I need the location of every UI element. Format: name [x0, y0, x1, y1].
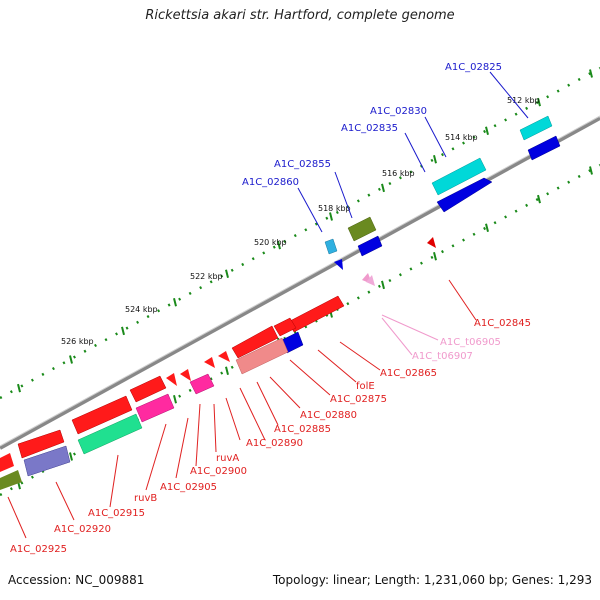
gene-A1C_02885[interactable]	[235, 337, 289, 375]
gene-left-red[interactable]	[0, 453, 14, 472]
tick-forward	[225, 269, 229, 278]
genome-backbone	[0, 116, 600, 450]
gene-A1C_02905[interactable]	[180, 369, 191, 381]
tick-forward	[69, 355, 73, 364]
gene-A1C_02830[interactable]	[436, 177, 493, 213]
label-A1C_t06907[interactable]: A1C_t06907	[412, 351, 473, 362]
gene-A1C_02825[interactable]	[519, 115, 553, 141]
gene-A1C_02825-lower[interactable]	[527, 135, 561, 161]
tick-forward	[173, 298, 177, 307]
label-A1C_02925[interactable]: A1C_02925	[10, 544, 67, 555]
tick-label-518: 518 kbp	[318, 204, 351, 213]
topology-text: Topology: linear; Length: 1,231,060 bp; …	[272, 573, 592, 587]
label-A1C_02885[interactable]: A1C_02885	[274, 424, 331, 435]
label-A1C_02880[interactable]: A1C_02880	[300, 410, 357, 421]
map-title: Rickettsia akari str. Hartford, complete…	[145, 8, 455, 23]
tick-forward	[17, 383, 21, 393]
label-A1C_02890[interactable]: A1C_02890	[246, 438, 303, 449]
label-A1C_02865[interactable]: A1C_02865	[380, 368, 437, 379]
tick-forward	[589, 69, 593, 78]
reverse-genes	[0, 237, 436, 490]
tick-forward	[485, 126, 489, 135]
label-A1C_02855[interactable]: A1C_02855	[274, 159, 331, 170]
gene-left-olive[interactable]	[0, 470, 22, 490]
tick-forward	[537, 97, 541, 107]
tick-reverse	[225, 366, 229, 375]
gene-ruvB[interactable]	[166, 373, 177, 386]
label-folE[interactable]: folE	[356, 381, 375, 392]
gene-A1C_t06907[interactable]	[366, 275, 375, 286]
reverse-leaders	[7, 279, 477, 539]
tick-reverse	[589, 166, 593, 175]
forward-leaders	[297, 71, 529, 233]
tick-reverse	[485, 223, 489, 232]
accession-text: Accession: NC_009881	[8, 573, 145, 587]
tick-label-526: 526 kbp	[61, 337, 94, 346]
gene-A1C_02865[interactable]	[287, 295, 345, 333]
tick-label-514: 514 kbp	[445, 133, 478, 142]
label-A1C_02825[interactable]: A1C_02825	[445, 62, 502, 73]
tick-reverse	[69, 452, 73, 461]
label-A1C_02905[interactable]: A1C_02905	[160, 482, 217, 493]
tick-label-516: 516 kbp	[382, 169, 415, 178]
tick-reverse	[173, 395, 177, 404]
label-A1C_t06905[interactable]: A1C_t06905	[440, 337, 501, 348]
tick-label-520: 520 kbp	[254, 238, 287, 247]
gene-A1C_02915-red[interactable]	[129, 375, 167, 403]
gene-A1C_02875[interactable]	[231, 325, 279, 359]
tick-forward	[121, 326, 125, 336]
forward-ruler	[0, 66, 600, 400]
gene-A1C_02860[interactable]	[324, 238, 338, 255]
label-ruvA[interactable]: ruvA	[216, 453, 239, 464]
tick-label-522: 522 kbp	[190, 272, 223, 281]
label-A1C_02860[interactable]: A1C_02860	[242, 177, 299, 188]
label-A1C_02845[interactable]: A1C_02845	[474, 318, 531, 329]
label-A1C_02900[interactable]: A1C_02900	[190, 466, 247, 477]
label-A1C_02830[interactable]: A1C_02830	[370, 106, 427, 117]
label-ruvB[interactable]: ruvB	[134, 493, 157, 504]
gene-A1C_02855[interactable]	[347, 216, 377, 242]
gene-A1C_02835[interactable]	[431, 157, 487, 196]
rna-leaders	[381, 314, 439, 356]
gene-A1C_02860-arrow[interactable]	[334, 259, 343, 270]
gene-A1C_02890[interactable]	[218, 351, 230, 362]
tick-label-512: 512 kbp	[507, 96, 540, 105]
tick-forward	[277, 240, 281, 250]
tick-label-524: 524 kbp	[125, 305, 158, 314]
gene-ruvA[interactable]	[204, 357, 215, 368]
gene-A1C_02855-lower[interactable]	[357, 235, 383, 257]
label-A1C_02875[interactable]: A1C_02875	[330, 394, 387, 405]
gene-folE[interactable]	[273, 317, 297, 337]
gene-A1C_02920[interactable]	[77, 413, 143, 455]
tick-reverse	[433, 252, 437, 261]
label-A1C_02920[interactable]: A1C_02920	[54, 524, 111, 535]
gene-A1C_02920-red[interactable]	[71, 395, 133, 435]
gene-A1C_02845[interactable]	[427, 237, 436, 248]
gene-A1C_02925-red[interactable]	[17, 429, 65, 459]
tick-forward	[329, 212, 333, 221]
tick-forward	[381, 183, 385, 193]
gene-A1C_02915[interactable]	[135, 393, 175, 423]
tick-forward	[433, 155, 437, 164]
gene-A1C_02900[interactable]	[189, 373, 215, 395]
genome-backbone-highlight	[0, 115, 600, 447]
label-A1C_02915[interactable]: A1C_02915	[88, 508, 145, 519]
tick-reverse	[381, 280, 385, 290]
forward-genes	[324, 115, 561, 270]
label-A1C_02835[interactable]: A1C_02835	[341, 123, 398, 134]
gene-A1C_02925-stack[interactable]	[23, 445, 71, 477]
tick-reverse	[537, 194, 541, 204]
